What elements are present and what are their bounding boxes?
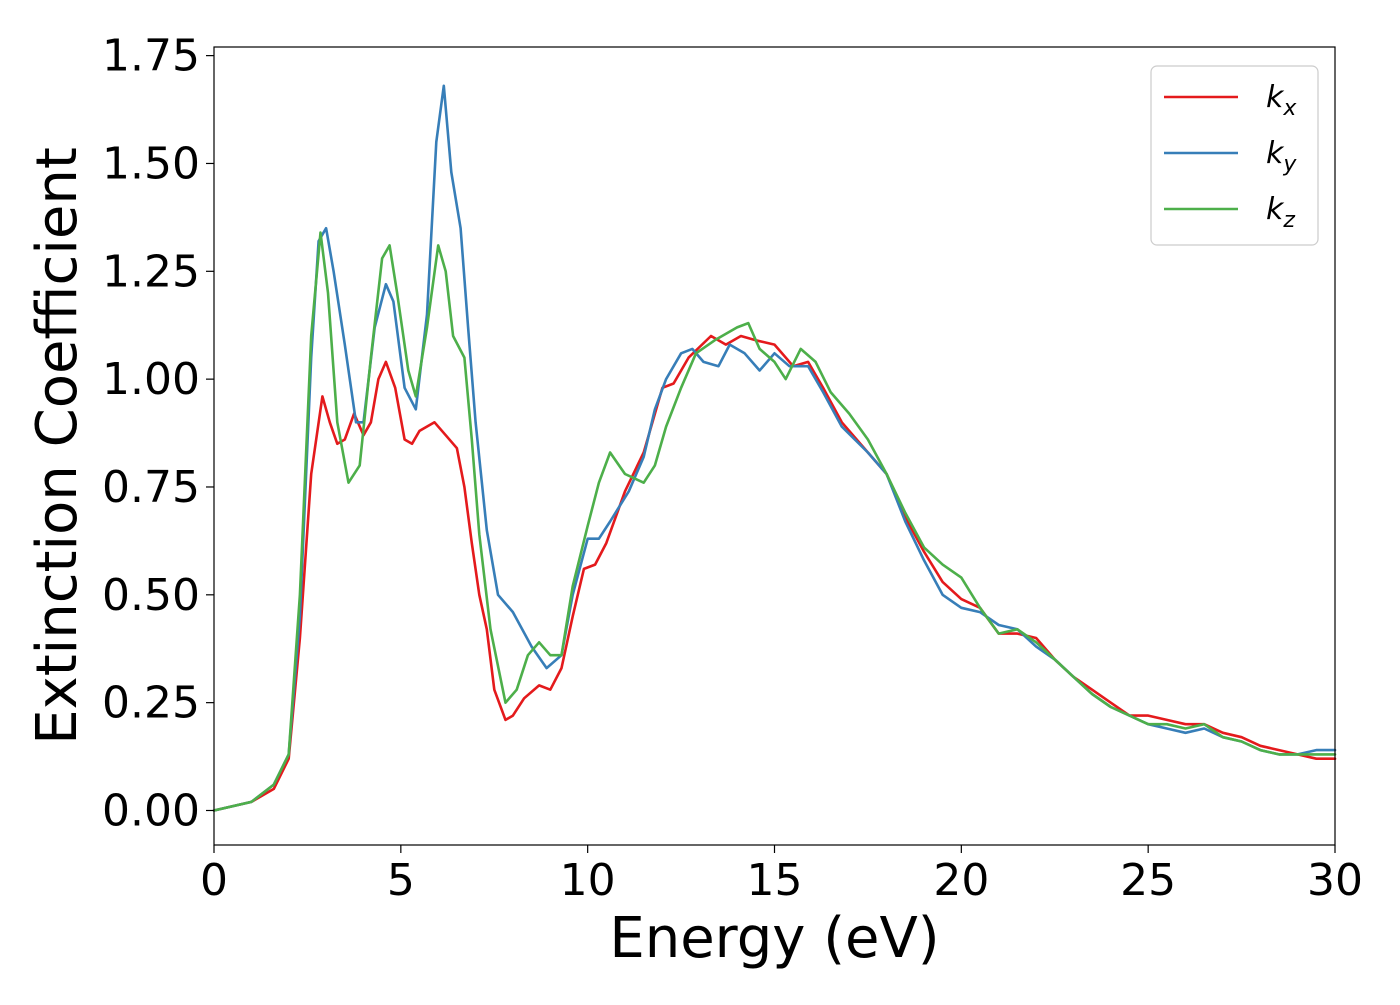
x-tick-label: 0 (200, 855, 228, 906)
x-tick-label: 20 (933, 855, 989, 906)
series-line-kx (212, 334, 1337, 812)
series-layer (212, 84, 1337, 812)
x-tick-label: 30 (1307, 855, 1363, 906)
y-tick-label: 0.75 (102, 462, 200, 513)
y-axis-label: Extinction Coefficient (25, 147, 90, 745)
legend-label-main: k (1266, 136, 1285, 171)
legend-label-ky: ky (1266, 136, 1297, 177)
y-tick-label: 1.50 (102, 138, 200, 189)
legend-box (1150, 65, 1319, 246)
legend-label-subscript: z (1282, 208, 1295, 233)
x-axis-label: Energy (eV) (609, 906, 939, 971)
y-tick-label: 0.25 (102, 678, 200, 729)
x-tick-label: 5 (387, 855, 415, 906)
legend-label-subscript: x (1282, 96, 1297, 121)
y-tick-label: 1.00 (102, 354, 200, 405)
y-tick-label: 1.75 (102, 31, 200, 82)
legend-label-kx: kx (1266, 80, 1297, 121)
y-tick-label: 0.50 (102, 570, 200, 621)
x-tick-label: 15 (747, 855, 803, 906)
y-tick-label: 1.25 (102, 246, 200, 297)
legend-label-kz: kz (1266, 192, 1295, 233)
x-tick-label: 10 (560, 855, 616, 906)
legend-label-subscript: y (1282, 152, 1297, 177)
x-tick-label: 25 (1120, 855, 1176, 906)
series-line-kz (212, 231, 1337, 812)
legend-label-main: k (1266, 80, 1285, 115)
legend-label-main: k (1266, 192, 1285, 227)
y-axis-ticks: 0.00 0.25 0.50 0.75 1.00 1.25 1.50 1.75 (102, 31, 214, 836)
y-tick-label: 0.00 (102, 785, 200, 836)
x-axis-ticks: 0 5 10 15 20 25 30 (200, 845, 1363, 906)
